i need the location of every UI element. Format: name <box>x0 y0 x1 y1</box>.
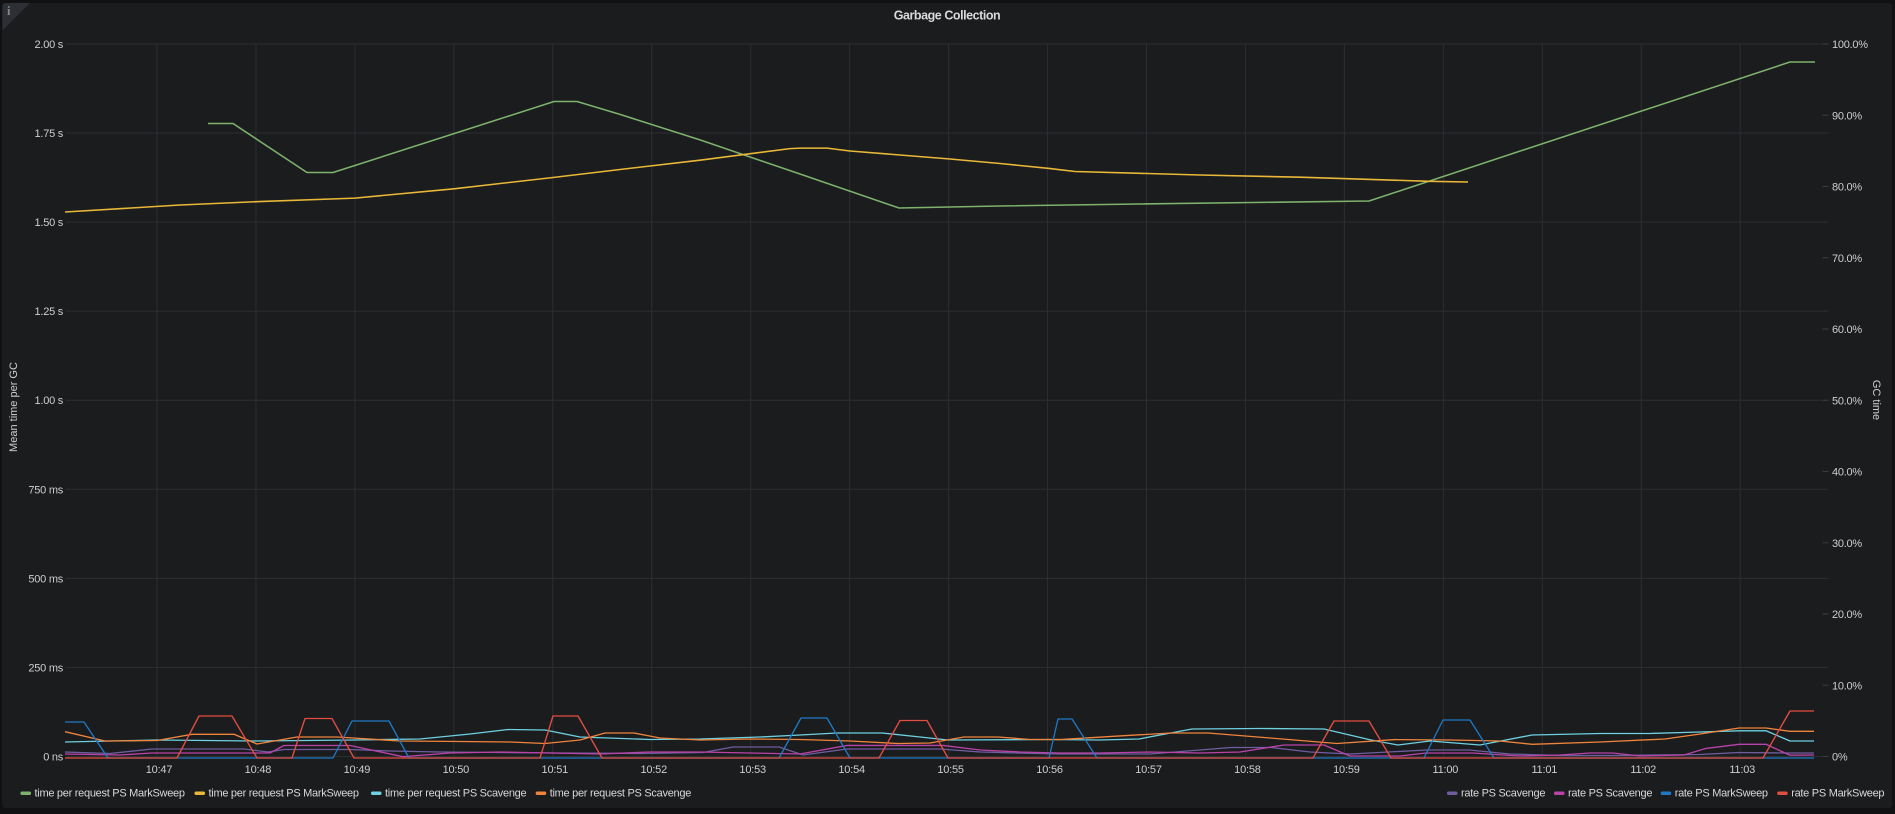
svg-text:time per request PS MarkSweep: time per request PS MarkSweep <box>35 788 185 800</box>
svg-text:10:59: 10:59 <box>1333 764 1360 776</box>
svg-text:11:00: 11:00 <box>1432 764 1458 776</box>
svg-text:time per request PS MarkSweep: time per request PS MarkSweep <box>209 788 359 800</box>
svg-text:30.0%: 30.0% <box>1832 538 1862 550</box>
svg-text:10:50: 10:50 <box>443 764 470 776</box>
svg-text:time per request PS Scavenge: time per request PS Scavenge <box>385 788 527 800</box>
svg-text:0%: 0% <box>1832 752 1848 764</box>
svg-text:rate PS MarkSweep: rate PS MarkSweep <box>1791 788 1884 800</box>
svg-text:1.75 s: 1.75 s <box>35 128 64 140</box>
svg-text:rate PS Scavenge: rate PS Scavenge <box>1568 788 1652 800</box>
svg-text:50.0%: 50.0% <box>1832 395 1862 407</box>
svg-text:Mean time per GC: Mean time per GC <box>8 362 20 452</box>
svg-text:11:03: 11:03 <box>1729 764 1755 776</box>
svg-text:500 ms: 500 ms <box>28 573 63 585</box>
svg-text:11:01: 11:01 <box>1531 764 1557 776</box>
svg-text:80.0%: 80.0% <box>1832 182 1862 194</box>
svg-text:rate PS Scavenge: rate PS Scavenge <box>1461 788 1545 800</box>
svg-text:100.0%: 100.0% <box>1832 39 1868 51</box>
svg-text:0 ns: 0 ns <box>43 751 64 763</box>
svg-text:10:53: 10:53 <box>739 764 766 776</box>
svg-text:90.0%: 90.0% <box>1832 110 1862 122</box>
svg-text:10:55: 10:55 <box>937 764 964 776</box>
svg-text:70.0%: 70.0% <box>1832 253 1862 265</box>
svg-text:time per request PS Scavenge: time per request PS Scavenge <box>550 788 692 800</box>
svg-text:i: i <box>7 4 11 18</box>
svg-text:10:57: 10:57 <box>1135 764 1162 776</box>
svg-text:1.25 s: 1.25 s <box>35 306 64 318</box>
svg-text:11:02: 11:02 <box>1630 764 1656 776</box>
svg-text:750 ms: 750 ms <box>28 484 63 496</box>
svg-text:250 ms: 250 ms <box>28 662 63 674</box>
svg-text:10:51: 10:51 <box>542 764 569 776</box>
svg-text:rate PS MarkSweep: rate PS MarkSweep <box>1675 788 1768 800</box>
svg-text:10:58: 10:58 <box>1234 764 1261 776</box>
svg-text:10:54: 10:54 <box>838 764 865 776</box>
svg-text:2.00 s: 2.00 s <box>35 39 64 51</box>
svg-text:10:47: 10:47 <box>146 764 173 776</box>
svg-text:10:48: 10:48 <box>245 764 272 776</box>
svg-text:20.0%: 20.0% <box>1832 609 1862 621</box>
svg-text:10:49: 10:49 <box>344 764 371 776</box>
svg-text:40.0%: 40.0% <box>1832 467 1862 479</box>
svg-text:1.00 s: 1.00 s <box>35 395 64 407</box>
svg-text:10.0%: 10.0% <box>1832 680 1862 692</box>
svg-text:10:56: 10:56 <box>1036 764 1063 776</box>
svg-text:GC time: GC time <box>1870 380 1882 420</box>
svg-text:Garbage Collection: Garbage Collection <box>894 9 1001 23</box>
svg-text:10:52: 10:52 <box>640 764 667 776</box>
svg-text:60.0%: 60.0% <box>1832 324 1862 336</box>
svg-text:1.50 s: 1.50 s <box>35 217 64 229</box>
